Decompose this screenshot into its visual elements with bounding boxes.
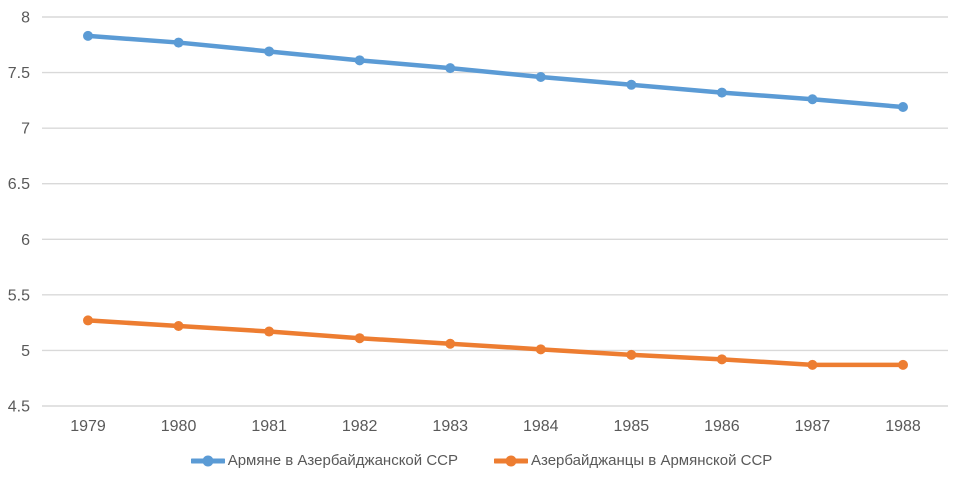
x-axis-tick-label: 1988 (885, 418, 921, 435)
series-point (445, 338, 456, 349)
series-point (354, 333, 365, 344)
x-axis-tick-label: 1981 (251, 418, 287, 435)
x-axis-tick-label: 1982 (342, 418, 378, 435)
series-point (716, 354, 727, 365)
y-axis-tick-label: 4.5 (8, 399, 30, 416)
x-axis-tick-label: 1986 (704, 418, 740, 435)
series-point (716, 87, 727, 98)
legend-dot (202, 455, 214, 466)
series-line-1 (85, 318, 906, 368)
legend-label: Азербайджанцы в Армянской ССР (530, 452, 773, 469)
legend-line-dot-icon (190, 455, 225, 466)
legend-item-armenians-in-azerbaijan-ssr: Армяне в Азербайджанской ССР (190, 452, 458, 469)
plot-area: 8 7.5 7 6.5 6 5.5 5 4.5 1979 1980 1981 1982 1983 1984… (8, 10, 948, 435)
y-axis-tick-label: 5.5 (8, 287, 30, 304)
x-axis-tick-label: 1979 (70, 418, 106, 435)
x-axis-tick-label: 1985 (614, 418, 650, 435)
series-point (83, 315, 93, 326)
series-point (626, 79, 637, 90)
series-point (264, 326, 275, 337)
series-point (626, 349, 637, 360)
series-point (445, 63, 456, 74)
legend-dot (505, 455, 517, 466)
y-axis-tick-label: 8 (21, 10, 30, 27)
series-point (264, 46, 275, 57)
legend-item-azerbaijanis-in-armenian-ssr: Азербайджанцы в Армянской ССР (493, 452, 773, 469)
x-axis-tick-label: 1987 (795, 418, 831, 435)
y-axis-tick-label: 7.5 (8, 65, 30, 82)
y-axis-tick-label: 6.5 (8, 176, 30, 193)
series-point (807, 359, 818, 370)
x-axis-tick-label: 1984 (523, 418, 559, 435)
series-point (898, 359, 908, 370)
series-point (173, 320, 184, 331)
series-line-0 (85, 33, 906, 110)
series-point (898, 102, 908, 113)
x-axis-tick-label: 1983 (432, 418, 468, 435)
x-axis-tick-label: 1980 (161, 418, 197, 435)
series-point (173, 37, 184, 48)
y-axis-tick-label: 7 (21, 121, 30, 138)
series-point (535, 72, 546, 83)
legend-line-dot-icon (493, 455, 528, 466)
chart-legend: Армяне в Азербайджанской ССР Азербайджан… (0, 452, 963, 469)
series-point (807, 94, 818, 105)
series-point (83, 30, 93, 41)
y-axis-tick-label: 6 (21, 232, 30, 249)
series-point (354, 55, 365, 66)
legend-label: Армяне в Азербайджанской ССР (227, 452, 458, 469)
series-point (535, 344, 546, 355)
y-axis-tick-label: 5 (21, 343, 30, 360)
